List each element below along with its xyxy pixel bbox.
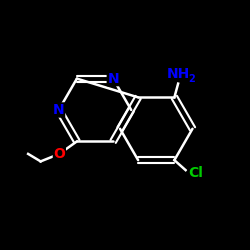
Text: NH: NH [166, 67, 190, 81]
Text: N: N [107, 72, 119, 86]
Text: 2: 2 [189, 74, 196, 84]
Text: O: O [54, 147, 65, 161]
Text: Cl: Cl [188, 166, 203, 180]
Text: N: N [53, 103, 64, 117]
